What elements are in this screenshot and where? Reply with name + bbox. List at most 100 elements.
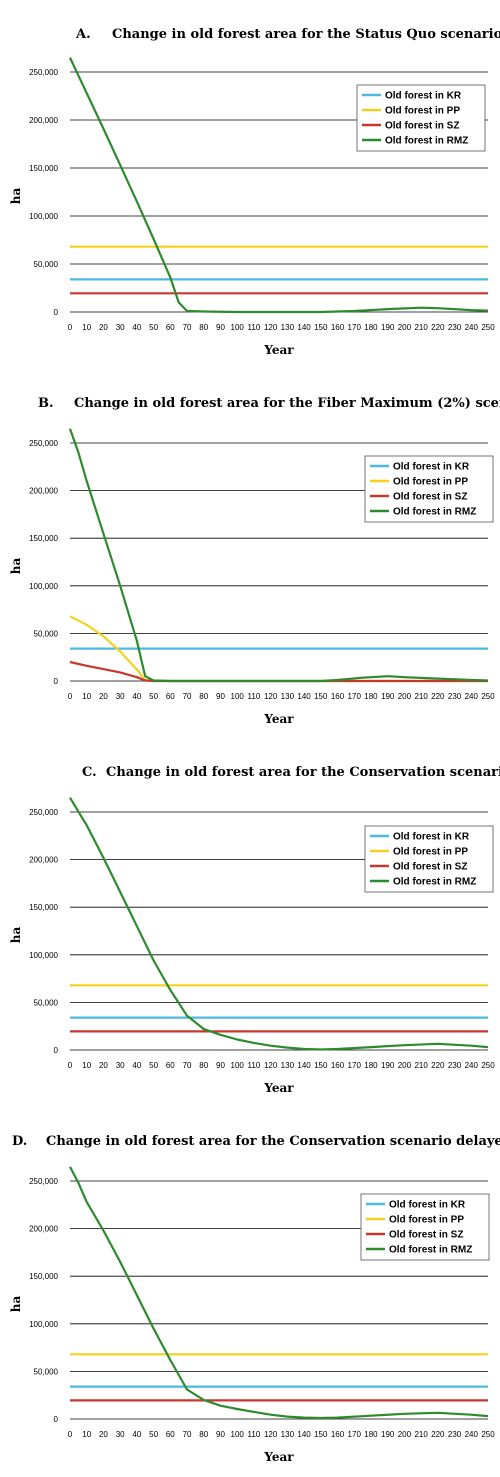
x-tick-label-a-13: 130 xyxy=(281,323,295,332)
x-tick-label-b-7: 70 xyxy=(183,692,192,701)
y-tick-label-b-2: 100,000 xyxy=(29,582,58,591)
y-tick-label-c-2: 100,000 xyxy=(29,951,58,960)
y-tick-label-b-0: 0 xyxy=(54,677,59,686)
x-tick-label-c-14: 140 xyxy=(297,1061,311,1070)
legend-label-c-0: Old forest in KR xyxy=(393,832,470,843)
x-tick-label-c-2: 20 xyxy=(99,1061,108,1070)
x-tick-label-b-4: 40 xyxy=(132,692,141,701)
y-tick-label-a-3: 150,000 xyxy=(29,164,58,173)
y-axis-label-c: ha xyxy=(9,927,23,944)
x-tick-label-b-11: 110 xyxy=(248,692,261,701)
series-line-b-3 xyxy=(68,428,489,683)
x-tick-label-c-0: 0 xyxy=(68,1061,73,1070)
y-axis-label-a: ha xyxy=(9,188,23,205)
series-line-c-3 xyxy=(69,797,489,1051)
panel-letter-d: D. xyxy=(12,1134,27,1149)
x-tick-label-a-4: 40 xyxy=(132,323,141,332)
x-tick-label-b-10: 100 xyxy=(231,692,245,701)
x-tick-label-d-23: 230 xyxy=(448,1430,462,1439)
x-tick-label-d-9: 90 xyxy=(216,1430,225,1439)
y-tick-label-b-4: 200,000 xyxy=(29,487,58,496)
x-tick-label-b-8: 80 xyxy=(199,692,208,701)
x-tick-label-d-4: 40 xyxy=(132,1430,141,1439)
x-tick-label-c-13: 130 xyxy=(281,1061,295,1070)
y-tick-label-d-4: 200,000 xyxy=(29,1225,58,1234)
x-tick-label-a-11: 110 xyxy=(248,323,261,332)
y-tick-label-a-1: 50,000 xyxy=(34,260,59,269)
x-axis-label-c: Year xyxy=(263,1081,294,1095)
x-tick-label-c-22: 220 xyxy=(431,1061,445,1070)
x-tick-label-b-13: 130 xyxy=(281,692,295,701)
x-tick-label-c-18: 180 xyxy=(364,1061,378,1070)
y-tick-label-d-1: 50,000 xyxy=(34,1367,59,1376)
x-tick-label-b-16: 160 xyxy=(331,692,345,701)
x-tick-label-d-19: 190 xyxy=(381,1430,395,1439)
series-line-a-3 xyxy=(69,57,489,314)
chart-panel-d: D. Change in old forest area for the Cons… xyxy=(0,1107,500,1476)
x-tick-label-a-17: 170 xyxy=(348,323,362,332)
x-tick-label-b-23: 230 xyxy=(448,692,462,701)
x-tick-label-b-2: 20 xyxy=(99,692,108,701)
chart-panel-a: A. Change in old forest area for the Stat… xyxy=(0,0,500,369)
x-tick-label-a-22: 220 xyxy=(431,323,445,332)
series-line-d-3 xyxy=(69,1166,489,1420)
legend-c: Old forest in KR Old forest in PP Old fore… xyxy=(364,825,494,893)
legend-label-a-3: Old forest in RMZ xyxy=(385,136,468,147)
x-tick-label-a-7: 70 xyxy=(183,323,192,332)
legend-label-a-2: Old forest in SZ xyxy=(385,121,459,132)
x-tick-label-c-1: 10 xyxy=(82,1061,91,1070)
x-tick-label-c-9: 90 xyxy=(216,1061,225,1070)
legend-label-a-0: Old forest in KR xyxy=(385,91,462,102)
x-tick-label-d-18: 180 xyxy=(364,1430,378,1439)
x-tick-label-b-25: 250 xyxy=(481,692,495,701)
y-tick-label-c-3: 150,000 xyxy=(29,903,58,912)
y-tick-label-a-4: 200,000 xyxy=(29,116,58,125)
x-tick-label-d-3: 30 xyxy=(116,1430,125,1439)
chart-title-d: Change in old forest area for the Conser… xyxy=(46,1134,500,1149)
legend-label-c-3: Old forest in RMZ xyxy=(393,877,476,888)
chart-panel-c: C. Change in old forest area for the Cons… xyxy=(0,738,500,1107)
x-tick-label-a-0: 0 xyxy=(68,323,73,332)
y-tick-label-c-0: 0 xyxy=(54,1046,59,1055)
x-tick-label-c-15: 150 xyxy=(314,1061,328,1070)
y-axis-label-d: ha xyxy=(9,1296,23,1313)
x-tick-label-a-1: 10 xyxy=(82,323,91,332)
x-tick-label-a-3: 30 xyxy=(116,323,125,332)
chart-svg-d: D. Change in old forest area for the Cons… xyxy=(9,1134,500,1464)
x-tick-label-c-17: 170 xyxy=(348,1061,362,1070)
x-tick-label-d-22: 220 xyxy=(431,1430,445,1439)
x-tick-label-c-23: 230 xyxy=(448,1061,462,1070)
x-tick-label-c-12: 120 xyxy=(264,1061,278,1070)
x-tick-label-b-3: 30 xyxy=(116,692,125,701)
x-tick-label-b-1: 10 xyxy=(82,692,91,701)
x-axis-label-a: Year xyxy=(263,343,294,357)
x-tick-label-d-14: 140 xyxy=(297,1430,311,1439)
legend-label-c-1: Old forest in PP xyxy=(393,847,468,858)
legend-label-a-1: Old forest in PP xyxy=(385,106,460,117)
x-tick-label-d-25: 250 xyxy=(481,1430,495,1439)
y-tick-label-b-3: 150,000 xyxy=(29,534,58,543)
chart-svg-c: C. Change in old forest area for the Cons… xyxy=(9,765,500,1095)
legend-b: Old forest in KR Old forest in PP Old fore… xyxy=(364,455,494,523)
chart-title-a: Change in old forest area for the Status… xyxy=(112,27,500,42)
x-tick-label-d-20: 200 xyxy=(398,1430,412,1439)
y-tick-label-d-0: 0 xyxy=(54,1415,59,1424)
x-tick-label-d-24: 240 xyxy=(465,1430,479,1439)
x-tick-label-c-8: 80 xyxy=(199,1061,208,1070)
x-tick-label-a-10: 100 xyxy=(231,323,245,332)
x-tick-label-b-22: 220 xyxy=(431,692,445,701)
legend-label-d-1: Old forest in PP xyxy=(389,1215,464,1226)
legend-label-b-2: Old forest in SZ xyxy=(393,492,467,503)
y-tick-label-a-5: 250,000 xyxy=(29,68,58,77)
x-tick-label-d-0: 0 xyxy=(68,1430,73,1439)
legend-a: Old forest in KR Old forest in PP Old fore… xyxy=(356,84,486,152)
legend-label-d-3: Old forest in RMZ xyxy=(389,1245,472,1256)
x-tick-label-a-15: 150 xyxy=(314,323,328,332)
x-tick-label-b-15: 150 xyxy=(314,692,328,701)
x-tick-label-c-6: 60 xyxy=(166,1061,175,1070)
x-tick-label-a-2: 20 xyxy=(99,323,108,332)
panel-letter-a: A. xyxy=(75,27,91,42)
x-tick-label-a-21: 210 xyxy=(414,323,428,332)
y-tick-label-d-2: 100,000 xyxy=(29,1320,58,1329)
x-tick-label-c-24: 240 xyxy=(465,1061,479,1070)
